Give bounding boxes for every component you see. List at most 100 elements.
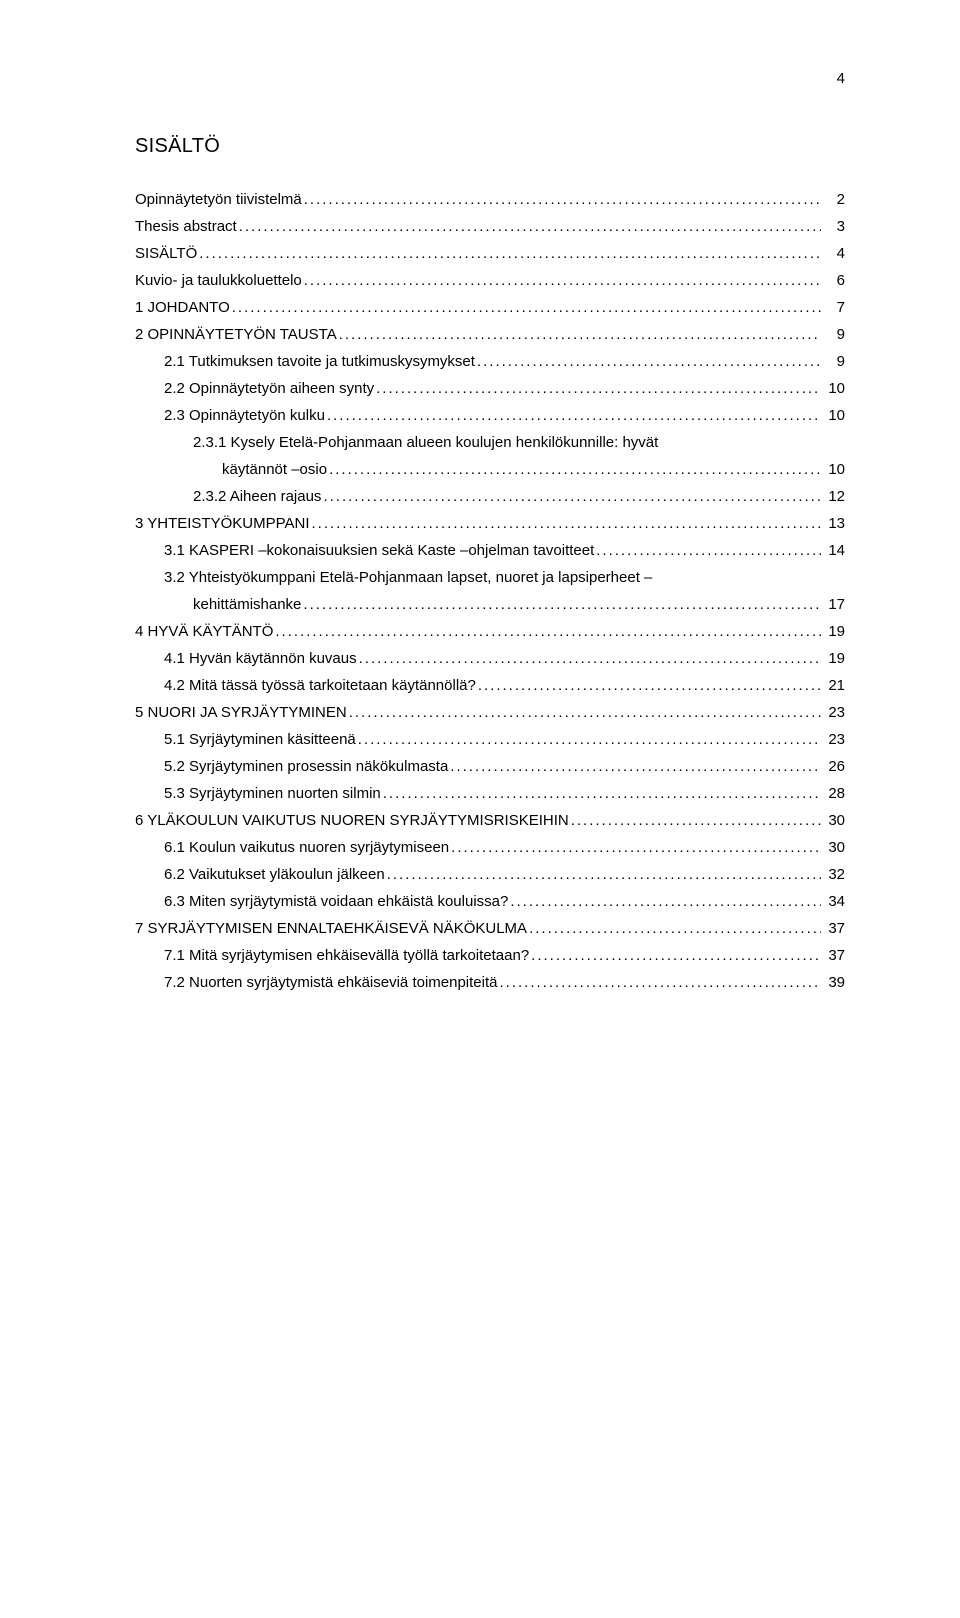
toc-page-number: 37 bbox=[823, 921, 845, 936]
toc-label: käytännöt –osio bbox=[222, 462, 327, 477]
toc-leader-dots bbox=[450, 759, 821, 774]
table-of-contents: Opinnäytetyön tiivistelmä2 Thesis abstrac… bbox=[135, 192, 845, 990]
toc-entry: 6 YLÄKOULUN VAIKUTUS NUOREN SYRJÄYTYMISR… bbox=[135, 813, 845, 828]
toc-entry: 2.3.2 Aiheen rajaus 12 bbox=[135, 489, 845, 504]
toc-page-number: 12 bbox=[823, 489, 845, 504]
toc-leader-dots bbox=[303, 597, 821, 612]
toc-label: Kuvio- ja taulukkoluettelo bbox=[135, 273, 302, 288]
toc-entry: 6.2 Vaikutukset yläkoulun jälkeen32 bbox=[135, 867, 845, 882]
toc-page-number: 39 bbox=[823, 975, 845, 990]
toc-entry: 1 JOHDANTO 7 bbox=[135, 300, 845, 315]
toc-entry: 3 YHTEISTYÖKUMPPANI 13 bbox=[135, 516, 845, 531]
toc-page-number: 37 bbox=[823, 948, 845, 963]
toc-label: 2.1 Tutkimuksen tavoite ja tutkimuskysym… bbox=[164, 354, 475, 369]
toc-page-number: 26 bbox=[823, 759, 845, 774]
toc-page-number: 9 bbox=[823, 327, 845, 342]
toc-wrapped-line2: käytännöt –osio10 bbox=[135, 462, 845, 477]
toc-label: 1 JOHDANTO bbox=[135, 300, 230, 315]
toc-wrapped-line2: kehittämishanke17 bbox=[135, 597, 845, 612]
toc-page-number: 28 bbox=[823, 786, 845, 801]
toc-leader-dots bbox=[329, 462, 821, 477]
toc-label: 5.1 Syrjäytyminen käsitteenä bbox=[164, 732, 356, 747]
toc-label: kehittämishanke bbox=[193, 597, 301, 612]
toc-page-number: 7 bbox=[823, 300, 845, 315]
toc-page-number: 23 bbox=[823, 705, 845, 720]
toc-entry: Thesis abstract 3 bbox=[135, 219, 845, 234]
toc-label: 7 SYRJÄYTYMISEN ENNALTAEHKÄISEVÄ NÄKÖKUL… bbox=[135, 921, 527, 936]
toc-label: Thesis abstract bbox=[135, 219, 237, 234]
toc-entry: 6.3 Miten syrjäytymistä voidaan ehkäistä… bbox=[135, 894, 845, 909]
toc-entry-wrapped: 3.2 Yhteistyökumppani Etelä-Pohjanmaan l… bbox=[135, 570, 845, 612]
toc-label: 7.1 Mitä syrjäytymisen ehkäisevällä työl… bbox=[164, 948, 529, 963]
toc-page-number: 32 bbox=[823, 867, 845, 882]
toc-label: 6.1 Koulun vaikutus nuoren syrjäytymisee… bbox=[164, 840, 449, 855]
toc-leader-dots bbox=[239, 219, 821, 234]
toc-entry: 5.3 Syrjäytyminen nuorten silmin 28 bbox=[135, 786, 845, 801]
toc-label: 2 OPINNÄYTETYÖN TAUSTA bbox=[135, 327, 337, 342]
toc-page-number: 9 bbox=[823, 354, 845, 369]
toc-label: 5 NUORI JA SYRJÄYTYMINEN bbox=[135, 705, 347, 720]
toc-entry: 2.2 Opinnäytetyön aiheen synty 10 bbox=[135, 381, 845, 396]
toc-page-number: 10 bbox=[823, 408, 845, 423]
toc-entry: 4.2 Mitä tässä työssä tarkoitetaan käytä… bbox=[135, 678, 845, 693]
toc-leader-dots bbox=[358, 732, 821, 747]
toc-label: 5.3 Syrjäytyminen nuorten silmin bbox=[164, 786, 381, 801]
toc-leader-dots bbox=[359, 651, 821, 666]
page-number: 4 bbox=[135, 70, 845, 87]
toc-leader-dots bbox=[387, 867, 821, 882]
toc-label: 5.2 Syrjäytyminen prosessin näkökulmasta bbox=[164, 759, 448, 774]
toc-leader-dots bbox=[500, 975, 822, 990]
toc-leader-dots bbox=[478, 678, 821, 693]
toc-entry: 3.1 KASPERI –kokonaisuuksien sekä Kaste … bbox=[135, 543, 845, 558]
document-title: SISÄLTÖ bbox=[135, 135, 845, 158]
toc-leader-dots bbox=[531, 948, 821, 963]
toc-label: 2.3 Opinnäytetyön kulku bbox=[164, 408, 325, 423]
toc-leader-dots bbox=[529, 921, 821, 936]
toc-label: SISÄLTÖ bbox=[135, 246, 197, 261]
toc-label: 3.1 KASPERI –kokonaisuuksien sekä Kaste … bbox=[164, 543, 594, 558]
toc-entry: 5.2 Syrjäytyminen prosessin näkökulmasta… bbox=[135, 759, 845, 774]
toc-entry: SISÄLTÖ4 bbox=[135, 246, 845, 261]
toc-page-number: 19 bbox=[823, 624, 845, 639]
toc-entry: 6.1 Koulun vaikutus nuoren syrjäytymisee… bbox=[135, 840, 845, 855]
toc-leader-dots bbox=[327, 408, 821, 423]
toc-leader-dots bbox=[232, 300, 821, 315]
toc-page-number: 23 bbox=[823, 732, 845, 747]
toc-leader-dots bbox=[451, 840, 821, 855]
toc-label: 3 YHTEISTYÖKUMPPANI bbox=[135, 516, 310, 531]
toc-entry: 2 OPINNÄYTETYÖN TAUSTA 9 bbox=[135, 327, 845, 342]
toc-entry-wrapped: 2.3.1 Kysely Etelä-Pohjanmaan alueen kou… bbox=[135, 435, 845, 477]
toc-page-number: 3 bbox=[823, 219, 845, 234]
toc-label: 2.3.2 Aiheen rajaus bbox=[193, 489, 321, 504]
toc-entry: 5 NUORI JA SYRJÄYTYMINEN 23 bbox=[135, 705, 845, 720]
toc-page-number: 10 bbox=[823, 381, 845, 396]
toc-entry: 4 HYVÄ KÄYTÄNTÖ 19 bbox=[135, 624, 845, 639]
toc-entry: Opinnäytetyön tiivistelmä2 bbox=[135, 192, 845, 207]
toc-leader-dots bbox=[304, 192, 821, 207]
toc-page-number: 19 bbox=[823, 651, 845, 666]
toc-page-number: 34 bbox=[823, 894, 845, 909]
toc-label: 2.2 Opinnäytetyön aiheen synty bbox=[164, 381, 374, 396]
toc-entry: 5.1 Syrjäytyminen käsitteenä 23 bbox=[135, 732, 845, 747]
toc-label: 6.3 Miten syrjäytymistä voidaan ehkäistä… bbox=[164, 894, 508, 909]
toc-entry: 7.2 Nuorten syrjäytymistä ehkäiseviä toi… bbox=[135, 975, 845, 990]
toc-entry: 7 SYRJÄYTYMISEN ENNALTAEHKÄISEVÄ NÄKÖKUL… bbox=[135, 921, 845, 936]
toc-entry: 2.1 Tutkimuksen tavoite ja tutkimuskysym… bbox=[135, 354, 845, 369]
toc-page-number: 30 bbox=[823, 840, 845, 855]
toc-page-number: 30 bbox=[823, 813, 845, 828]
toc-entry: Kuvio- ja taulukkoluettelo 6 bbox=[135, 273, 845, 288]
toc-leader-dots bbox=[323, 489, 821, 504]
toc-label: 7.2 Nuorten syrjäytymistä ehkäiseviä toi… bbox=[164, 975, 498, 990]
toc-entry: 2.3 Opinnäytetyön kulku 10 bbox=[135, 408, 845, 423]
toc-label: 4.2 Mitä tässä työssä tarkoitetaan käytä… bbox=[164, 678, 476, 693]
toc-page-number: 6 bbox=[823, 273, 845, 288]
toc-leader-dots bbox=[596, 543, 821, 558]
toc-leader-dots bbox=[571, 813, 821, 828]
toc-page-number: 13 bbox=[823, 516, 845, 531]
toc-page-number: 2 bbox=[823, 192, 845, 207]
toc-page-number: 21 bbox=[823, 678, 845, 693]
toc-leader-dots bbox=[510, 894, 821, 909]
toc-label: 6 YLÄKOULUN VAIKUTUS NUOREN SYRJÄYTYMISR… bbox=[135, 813, 569, 828]
toc-label: 4 HYVÄ KÄYTÄNTÖ bbox=[135, 624, 273, 639]
toc-leader-dots bbox=[304, 273, 821, 288]
